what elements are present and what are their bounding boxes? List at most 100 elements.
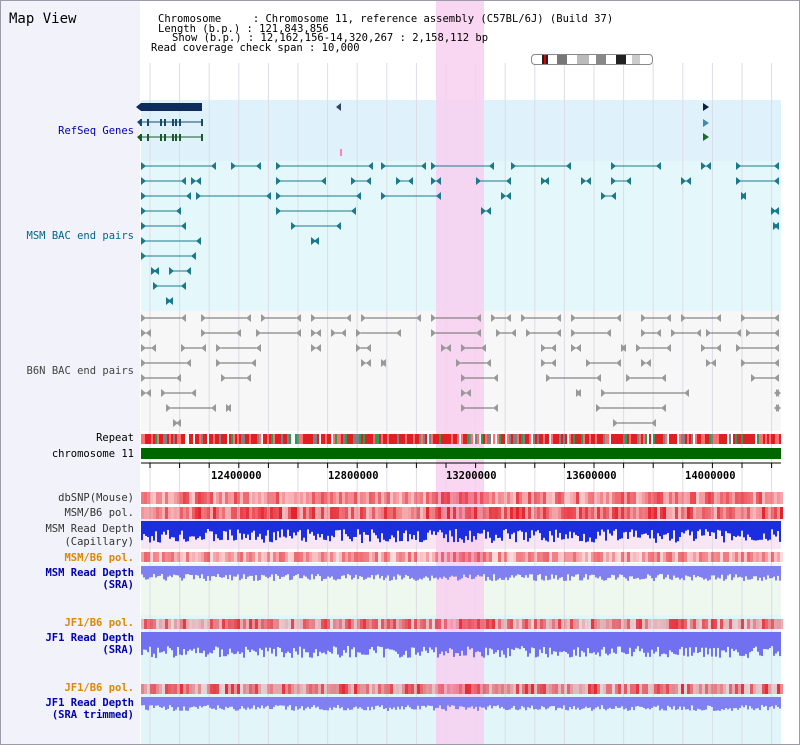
heat-cell — [564, 619, 567, 629]
depth-bar — [435, 566, 437, 578]
heat-cell — [375, 619, 378, 629]
heat-cell — [339, 492, 342, 504]
repeat-segment — [197, 434, 199, 444]
heat-cell — [381, 552, 384, 562]
heat-cell — [402, 552, 405, 562]
depth-bar — [565, 697, 567, 710]
heat-cell — [717, 507, 720, 519]
depth-bar — [307, 697, 309, 707]
heat-cell — [459, 619, 462, 629]
repeat-segment — [349, 434, 351, 444]
heat-cell — [267, 492, 270, 504]
depth-bar — [575, 632, 577, 656]
depth-bar — [549, 632, 551, 648]
repeat-segment — [215, 434, 217, 444]
depth-bar — [615, 632, 617, 654]
heat-cell — [684, 619, 687, 629]
heat-cell — [780, 684, 783, 694]
heat-cell — [426, 492, 429, 504]
repeat-segment — [199, 434, 201, 444]
depth-bar — [275, 632, 277, 657]
heat-cell — [585, 507, 588, 519]
depth-bar — [735, 566, 737, 575]
depth-bar — [293, 521, 295, 533]
heat-cell — [156, 619, 159, 629]
heat-cell — [540, 619, 543, 629]
heat-cell — [192, 552, 195, 562]
depth-bar — [737, 566, 739, 578]
depth-bar — [293, 632, 295, 649]
depth-bar — [777, 697, 779, 708]
depth-bar — [245, 566, 247, 580]
depth-bar — [403, 697, 405, 710]
heat-cell — [489, 684, 492, 694]
depth-bar — [279, 566, 281, 579]
bac-end-marker — [551, 359, 556, 367]
heat-cell — [618, 552, 621, 562]
bac-end-marker — [141, 389, 146, 397]
bac-end-marker — [368, 162, 373, 170]
repeat-segment — [711, 434, 713, 444]
depth-bar — [253, 566, 255, 581]
heat-cell — [168, 619, 171, 629]
heat-cell — [324, 684, 327, 694]
heat-cell — [723, 552, 726, 562]
heat-cell — [468, 684, 471, 694]
track-label-b6n-bac[interactable]: B6N BAC end pairs — [26, 365, 134, 377]
heat-cell — [240, 492, 243, 504]
heat-cell — [504, 507, 507, 519]
repeat-segment — [439, 434, 441, 444]
bac-end-marker — [256, 329, 261, 337]
depth-bar — [573, 521, 575, 533]
heat-cell — [525, 507, 528, 519]
heat-cell — [744, 684, 747, 694]
depth-bar — [721, 632, 723, 651]
heat-cell — [144, 552, 147, 562]
heat-cell — [237, 552, 240, 562]
depth-bar — [197, 521, 199, 539]
depth-bar — [603, 566, 605, 581]
heat-cell — [252, 684, 255, 694]
heat-cell — [186, 684, 189, 694]
heat-cell — [294, 684, 297, 694]
heat-cell — [330, 552, 333, 562]
repeat-segment — [441, 434, 443, 444]
depth-bar — [685, 566, 687, 576]
depth-bar — [693, 697, 695, 711]
heat-cell — [273, 619, 276, 629]
repeat-segment — [563, 434, 565, 444]
repeat-segment — [449, 434, 451, 444]
bac-end-marker — [201, 344, 206, 352]
heat-cell — [516, 619, 519, 629]
depth-bar — [289, 566, 291, 581]
heat-cell — [288, 552, 291, 562]
depth-bar — [353, 521, 355, 538]
heat-cell — [285, 552, 288, 562]
depth-bar — [581, 566, 583, 581]
repeat-segment — [499, 434, 501, 444]
bac-end-marker — [381, 359, 386, 367]
depth-bar — [299, 632, 301, 647]
depth-bar — [337, 566, 339, 580]
heat-cell — [582, 492, 585, 504]
depth-bar — [545, 632, 547, 655]
repeat-segment — [621, 434, 623, 444]
depth-bar — [223, 566, 225, 578]
heat-cell — [516, 552, 519, 562]
depth-bar — [319, 697, 321, 710]
track-label-refseq[interactable]: RefSeq Genes — [58, 125, 134, 137]
heat-cell — [216, 507, 219, 519]
depth-bar — [511, 632, 513, 650]
depth-bar — [719, 521, 721, 531]
track-label-msm-bac[interactable]: MSM BAC end pairs — [26, 230, 134, 242]
depth-bar — [635, 521, 637, 531]
depth-bar — [363, 521, 365, 533]
heat-cell — [153, 507, 156, 519]
depth-bar — [395, 697, 397, 710]
depth-bar — [477, 632, 479, 652]
chromosome-ideogram[interactable] — [531, 54, 653, 65]
depth-bar — [637, 521, 639, 538]
heat-cell — [174, 619, 177, 629]
repeat-segment — [239, 434, 241, 444]
